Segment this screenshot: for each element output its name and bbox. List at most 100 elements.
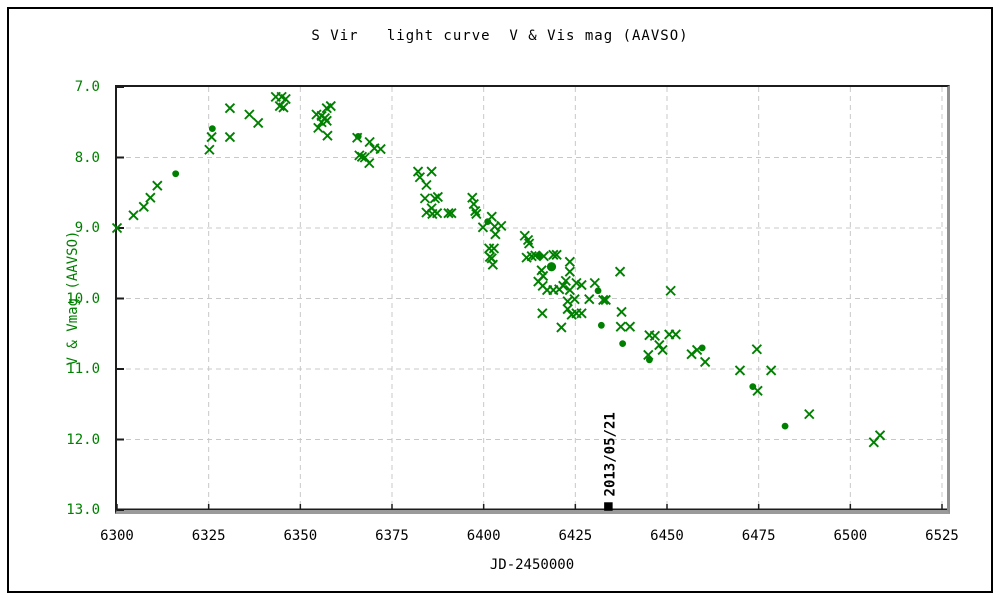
y-tick-label: 13.0 bbox=[66, 502, 100, 518]
y-tick-label: 10.0 bbox=[66, 290, 100, 307]
data-point-vis-cross bbox=[496, 220, 507, 232]
data-point-vis-cross bbox=[576, 308, 587, 319]
data-point-v-dot bbox=[646, 356, 653, 364]
data-point-vis-cross bbox=[874, 430, 886, 441]
data-point-vis-cross bbox=[375, 143, 386, 155]
data-point-vis-cross bbox=[325, 100, 336, 112]
data-point-vis-cross bbox=[204, 144, 215, 155]
data-point-vis-cross bbox=[322, 130, 333, 141]
data-point-vis-cross bbox=[224, 131, 236, 143]
chart-title: S Vir light curve V & Vis mag (AAVSO) bbox=[311, 28, 689, 44]
data-point-vis-cross bbox=[699, 356, 711, 368]
y-tick-label: 12.0 bbox=[66, 431, 100, 448]
data-point-vis-cross bbox=[734, 365, 746, 376]
data-point-vis-cross bbox=[145, 192, 156, 203]
x-tick-label: 6525 bbox=[925, 528, 959, 544]
data-point-vis-cross bbox=[564, 266, 576, 277]
data-point-vis-cross bbox=[569, 294, 580, 305]
data-point-vis-cross bbox=[483, 243, 495, 254]
x-tick-label: 6350 bbox=[283, 528, 318, 544]
data-point-vis-cross bbox=[548, 249, 559, 260]
data-point-v-dot bbox=[208, 125, 216, 132]
data-point-vis-cross bbox=[490, 229, 501, 240]
y-tick-label: 11.0 bbox=[66, 361, 100, 377]
data-point-vis-cross bbox=[598, 294, 609, 306]
data-point-vis-cross bbox=[526, 251, 537, 262]
data-point-vis-cross bbox=[564, 256, 576, 268]
data-point-v-dot bbox=[619, 340, 627, 348]
data-point-v-dot bbox=[698, 344, 706, 352]
y-tick-label: 7.0 bbox=[74, 79, 100, 95]
data-point-vis-cross bbox=[224, 102, 236, 114]
data-point-vis-cross bbox=[128, 210, 139, 221]
data-point-vis-cross bbox=[523, 238, 535, 249]
data-point-vis-cross bbox=[364, 157, 375, 169]
data-point-vis-cross bbox=[560, 275, 571, 287]
data-point-vis-cross bbox=[364, 136, 375, 148]
data-point-v-dot bbox=[354, 132, 362, 140]
data-point-vis-cross bbox=[804, 408, 815, 420]
data-point-vis-cross bbox=[538, 251, 549, 262]
data-point-v-dot bbox=[484, 218, 492, 226]
data-point-vis-cross bbox=[487, 259, 499, 270]
x-tick-label: 6300 bbox=[100, 528, 134, 544]
data-point-vis-cross bbox=[562, 303, 573, 315]
x-tick-label: 6425 bbox=[558, 528, 593, 544]
data-point-vis-cross bbox=[616, 306, 627, 318]
data-point-vis-cross bbox=[576, 279, 587, 291]
data-point-v-dot bbox=[172, 170, 180, 178]
x-tick-label: 6325 bbox=[191, 528, 226, 544]
data-point-vis-cross bbox=[751, 344, 763, 355]
data-point-vis-cross bbox=[467, 192, 478, 203]
data-point-vis-cross bbox=[657, 344, 668, 356]
x-axis-title: JD-2450000 bbox=[489, 557, 575, 573]
data-point-vis-cross bbox=[471, 208, 482, 220]
y-tick-label: 9.0 bbox=[74, 220, 100, 236]
data-point-vis-cross bbox=[443, 208, 454, 219]
data-point-vis-cross bbox=[614, 266, 626, 277]
data-point-vis-cross bbox=[419, 193, 431, 204]
data-point-vis-cross bbox=[431, 208, 443, 219]
data-point-vis-cross bbox=[615, 321, 626, 332]
x-tick-label: 6475 bbox=[741, 528, 776, 544]
data-point-vis-cross bbox=[584, 294, 595, 305]
data-point-vis-cross bbox=[421, 179, 432, 191]
data-point-vis-cross bbox=[412, 166, 424, 177]
data-point-v-dot bbox=[535, 252, 543, 260]
data-point-vis-cross bbox=[426, 166, 437, 177]
data-point-vis-cross bbox=[244, 109, 255, 120]
data-point-v-dot bbox=[597, 321, 605, 329]
data-point-v-dot bbox=[594, 287, 602, 295]
data-point-vis-cross bbox=[252, 117, 264, 129]
data-point-vis-cross bbox=[152, 180, 163, 191]
annotation-date-label: 2013/05/21 bbox=[602, 412, 618, 496]
data-point-vis-cross bbox=[765, 365, 777, 376]
data-point-vis-cross bbox=[562, 296, 573, 307]
data-point-vis-cross bbox=[556, 322, 567, 333]
data-point-vis-cross bbox=[624, 321, 636, 332]
data-point-vis-cross bbox=[670, 329, 681, 340]
data-point-vis-cross bbox=[313, 122, 324, 134]
data-point-vis-cross bbox=[321, 115, 332, 127]
data-point-vis-cross bbox=[589, 277, 600, 289]
data-point-vis-cross bbox=[278, 102, 289, 113]
data-point-vis-cross bbox=[558, 280, 569, 291]
y-tick-label: 8.0 bbox=[74, 149, 100, 166]
data-point-vis-cross bbox=[537, 270, 549, 282]
data-point-vis-cross bbox=[206, 131, 217, 143]
data-point-vis-cross bbox=[600, 294, 611, 306]
data-point-v-dot bbox=[781, 422, 789, 430]
data-point-vis-cross bbox=[138, 201, 149, 213]
plot-area: 2013/05/21 bbox=[111, 85, 950, 514]
scatter-plot: 2013/05/21 bbox=[111, 86, 947, 511]
data-point-vis-cross bbox=[429, 193, 441, 204]
data-point-vis-cross bbox=[111, 222, 123, 234]
x-tick-label: 6500 bbox=[833, 528, 868, 544]
data-point-vis-cross bbox=[432, 191, 444, 203]
data-point-vis-cross bbox=[665, 285, 676, 296]
data-point-vis-cross bbox=[551, 249, 562, 260]
data-point-vis-cross bbox=[280, 93, 291, 105]
x-tick-label: 6400 bbox=[466, 528, 501, 544]
data-point-v-dot bbox=[546, 262, 557, 272]
